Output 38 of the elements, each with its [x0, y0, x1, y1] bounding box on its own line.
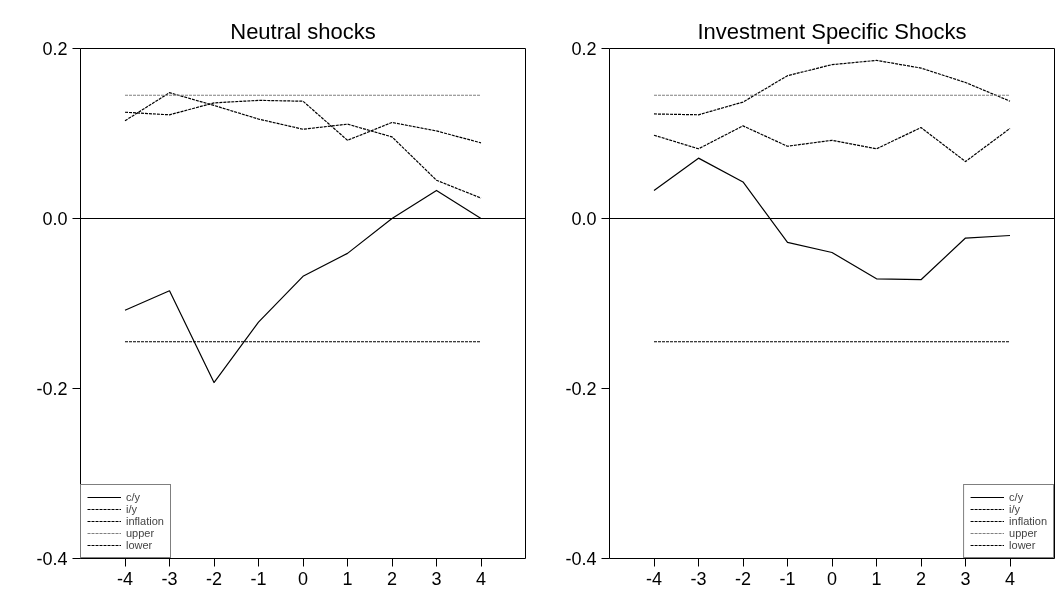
- chart-title: Neutral shocks: [230, 18, 376, 44]
- y-tick-label: 0.0: [42, 209, 68, 229]
- x-tick-label: -2: [735, 568, 752, 589]
- x-tick-label: 2: [915, 568, 927, 589]
- legend-label: i/y: [126, 503, 138, 515]
- legend-label: inflation: [1009, 515, 1047, 527]
- x-tick-label: 3: [431, 568, 442, 589]
- legend-label: lower: [126, 539, 153, 551]
- x-tick-label: -3: [690, 568, 707, 589]
- x-tick-label: -1: [779, 568, 796, 589]
- x-tick-label: -1: [250, 568, 267, 589]
- x-tick-label: -3: [161, 568, 178, 589]
- legend-label: inflation: [126, 515, 164, 527]
- x-tick-label: 2: [386, 568, 398, 589]
- legend-label: c/y: [126, 491, 142, 503]
- y-tick-label: 0.2: [42, 39, 68, 59]
- y-tick-label: 0.0: [571, 209, 597, 229]
- legend-label: lower: [1009, 539, 1036, 551]
- x-tick-label: -4: [117, 568, 134, 589]
- x-tick-label: 4: [1004, 568, 1016, 589]
- y-tick-label: -0.4: [565, 549, 597, 569]
- x-tick-label: -2: [206, 568, 223, 589]
- x-tick-label: 3: [960, 568, 971, 589]
- x-tick-label: 0: [826, 568, 838, 589]
- y-tick-label: 0.2: [571, 39, 597, 59]
- x-tick-label: 1: [342, 568, 353, 589]
- y-tick-label: -0.4: [36, 549, 68, 569]
- y-tick-label: -0.2: [565, 379, 597, 399]
- legend-label: upper: [126, 527, 155, 539]
- x-tick-label: 4: [475, 568, 487, 589]
- chart-title: Investment Specific Shocks: [697, 18, 967, 44]
- x-tick-label: 1: [871, 568, 882, 589]
- x-tick-label: 0: [297, 568, 309, 589]
- legend-label: c/y: [1009, 491, 1025, 503]
- y-tick-label: -0.2: [36, 379, 68, 399]
- x-tick-label: -4: [646, 568, 663, 589]
- legend-label: upper: [1009, 527, 1038, 539]
- legend-label: i/y: [1009, 503, 1022, 515]
